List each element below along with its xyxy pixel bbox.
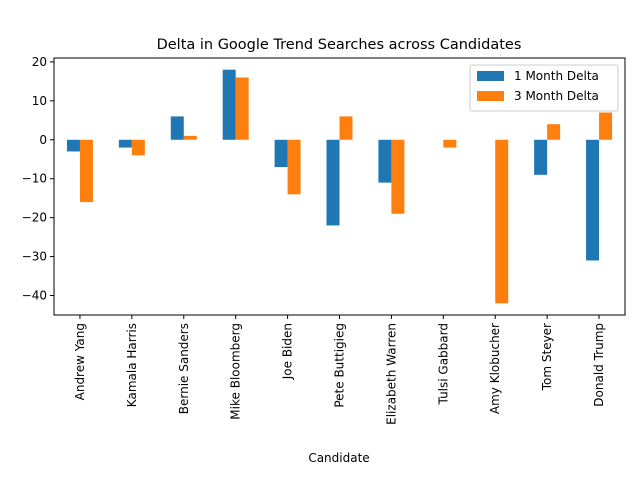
x-tick-label-6: Elizabeth Warren (384, 323, 398, 425)
bar-series-1-6 (391, 139, 405, 214)
legend-swatch-1 (477, 91, 504, 101)
bar-series-1-2 (183, 135, 197, 140)
bar-series-0-9 (534, 139, 548, 175)
x-axis: Andrew Yang Kamala Harris Bernie Sanders Mi… (73, 315, 606, 425)
bar-series-0-3 (222, 69, 236, 140)
bar-series-1-9 (547, 124, 561, 140)
bar-series-0-5 (326, 139, 340, 226)
x-tick-label-10: Donald Trump (592, 323, 606, 407)
bar-series-0-4 (274, 139, 288, 168)
bar-series-1-5 (339, 116, 353, 140)
bar-series-1-1 (131, 139, 145, 156)
bar-series-0-0 (66, 139, 80, 152)
legend-label-0: 1 Month Delta (514, 69, 599, 83)
x-tick-label-8: Amy Klobucher (488, 323, 502, 414)
legend-box (469, 64, 619, 112)
x-tick-label-1: Kamala Harris (125, 323, 139, 407)
legend-swatch-0 (477, 71, 504, 81)
bar-series-0-2 (170, 116, 184, 140)
plot-frame (53, 57, 626, 316)
y-tick-label-5: −30 (22, 250, 47, 264)
bars-group (66, 69, 613, 304)
bar-series-1-10 (599, 112, 613, 140)
x-tick-label-4: Joe Biden (281, 323, 295, 380)
bar-series-1-8 (495, 139, 509, 304)
y-tick-label-6: −40 (22, 289, 47, 303)
legend: 1 Month Delta 3 Month Delta (469, 64, 619, 112)
y-tick-label-2: 0 (39, 133, 47, 147)
x-tick-label-0: Andrew Yang (73, 323, 87, 400)
x-tick-label-2: Bernie Sanders (177, 323, 191, 414)
bar-series-1-4 (287, 139, 301, 195)
bar-series-0-10 (586, 139, 600, 261)
bar-series-1-0 (79, 139, 93, 203)
y-tick-label-0: 20 (32, 55, 47, 69)
y-tick-label-4: −20 (22, 211, 47, 225)
chart-title: Delta in Google Trend Searches across Ca… (157, 37, 522, 53)
x-tick-label-9: Tom Steyer (540, 323, 554, 391)
y-tick-label-1: 10 (32, 94, 47, 108)
x-tick-label-3: Mike Bloomberg (229, 323, 243, 420)
x-tick-label-7: Tulsi Gabbard (436, 323, 450, 405)
bar-series-0-6 (378, 139, 392, 183)
x-axis-label: Candidate (308, 451, 369, 465)
bar-series-0-1 (118, 139, 132, 148)
y-tick-label-3: −10 (22, 172, 47, 186)
legend-label-1: 3 Month Delta (514, 89, 599, 103)
bar-series-1-7 (443, 139, 457, 148)
x-tick-label-5: Pete Buttigieg (333, 323, 347, 408)
y-axis: 20 10 0 −10 −20 −30 −40 (22, 55, 54, 303)
bar-series-1-3 (235, 77, 249, 140)
